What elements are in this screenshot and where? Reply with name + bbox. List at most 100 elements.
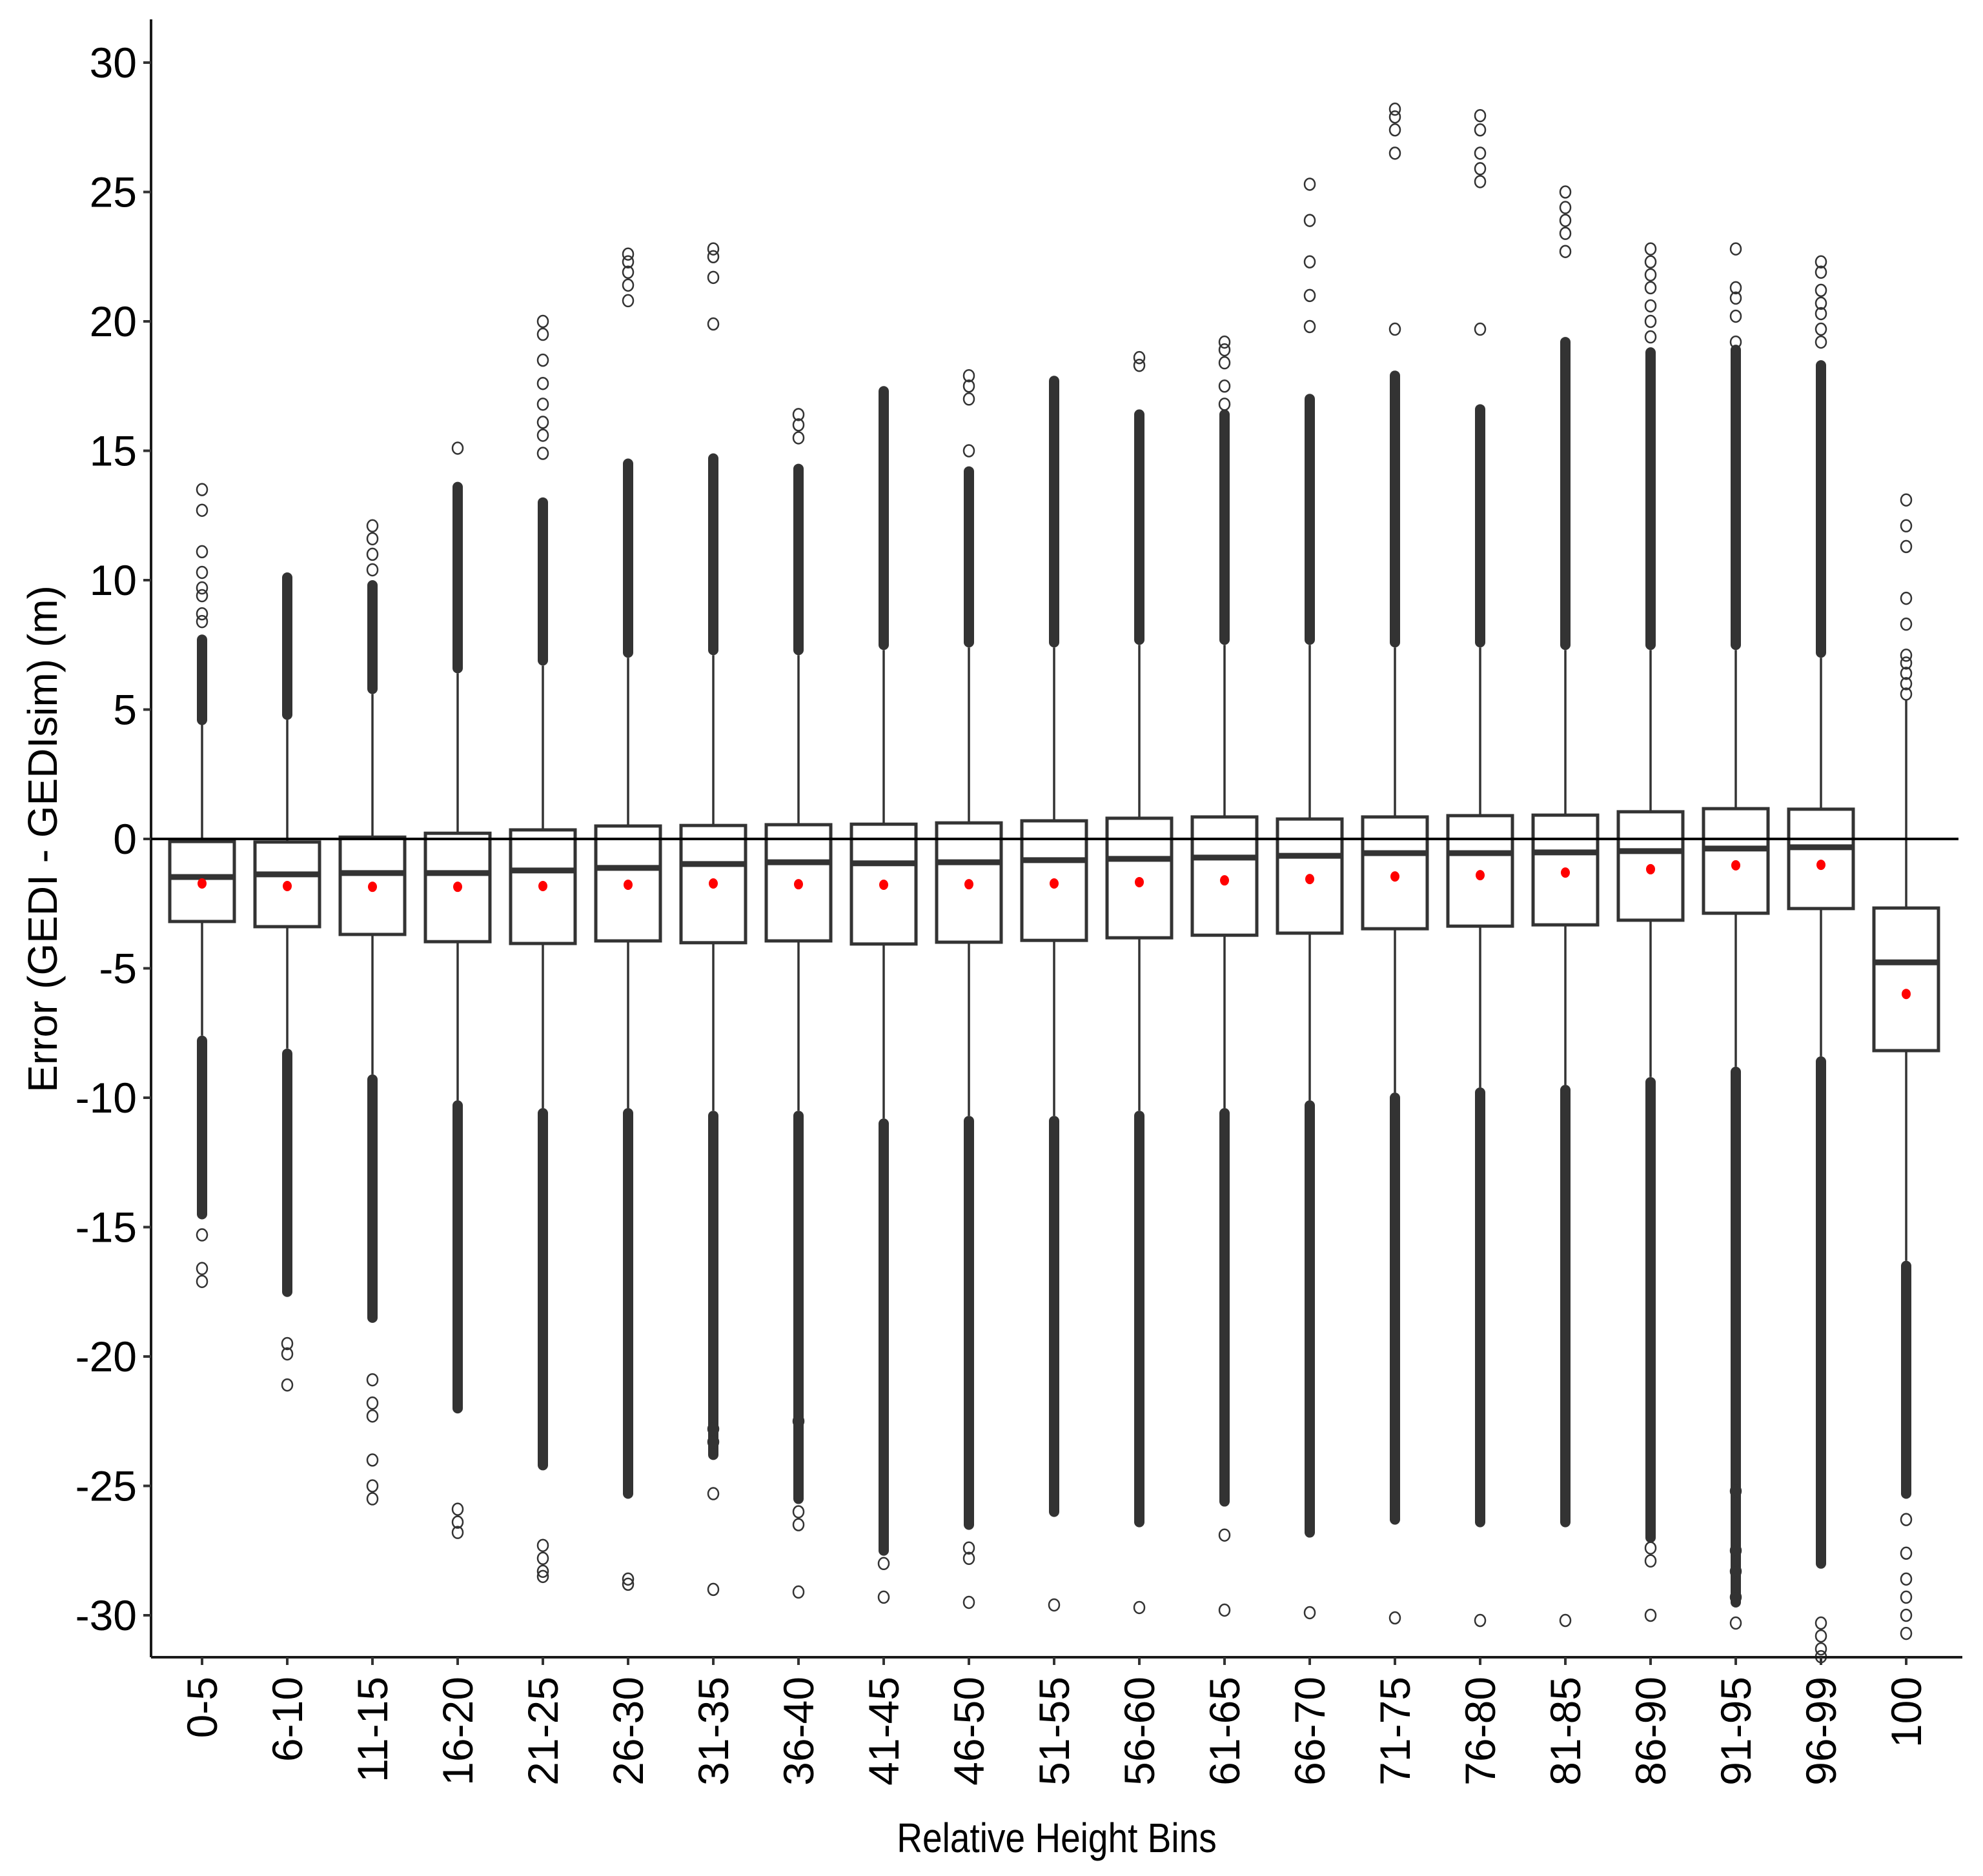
outlier-point (451, 1526, 464, 1539)
outlier-point (196, 581, 208, 595)
box-6-10 (253, 572, 321, 1392)
x-tick-label: 76-80 (1456, 1677, 1504, 1786)
mean-marker (709, 878, 718, 889)
outlier-point (1644, 268, 1657, 282)
outlier-point (281, 1378, 294, 1392)
outlier-point (1900, 519, 1913, 533)
outlier-point (1729, 1544, 1742, 1557)
outlier-point (536, 327, 549, 341)
box-36-40 (764, 408, 833, 1599)
x-tick-label: 41-45 (860, 1677, 908, 1786)
iqr-box (1361, 815, 1429, 931)
y-tick-label: 10 (90, 556, 137, 604)
y-tick-label: -10 (76, 1074, 137, 1122)
outlier-point (1729, 281, 1742, 295)
x-tick-label: 51-55 (1030, 1677, 1078, 1786)
outlier-point (536, 1569, 549, 1584)
outlier-point (962, 1595, 975, 1609)
outlier-point (196, 565, 208, 580)
outlier-point (1303, 214, 1316, 227)
outlier-point (1474, 123, 1487, 137)
box-21-25 (509, 314, 577, 1584)
x-tick-label: 16-20 (434, 1677, 482, 1786)
outlier-point (1900, 1513, 1913, 1526)
mean-marker (794, 879, 803, 890)
iqr-box (1872, 906, 1940, 1053)
outlier-point (622, 1577, 635, 1591)
y-tick-label: -5 (99, 945, 137, 993)
outlier-point (1815, 1629, 1827, 1643)
outlier-point (1729, 309, 1742, 323)
x-tick-label: 36-40 (775, 1677, 822, 1786)
y-tick-label: -25 (76, 1462, 137, 1510)
outlier-point (962, 1551, 975, 1566)
outlier-point (1729, 291, 1742, 305)
outlier-point (366, 1492, 379, 1506)
outlier-point (1133, 350, 1146, 365)
box-96-99 (1787, 255, 1855, 1664)
y-tick-label: -15 (76, 1204, 137, 1251)
outlier-point (1900, 649, 1913, 662)
outlier-point (707, 1487, 720, 1500)
x-tick-label: 11-15 (349, 1677, 396, 1782)
outlier-point (1644, 255, 1657, 269)
outlier-point (1559, 245, 1572, 258)
mean-marker (1050, 878, 1059, 889)
outlier-point (536, 1551, 549, 1566)
x-tick-label: 26-30 (604, 1677, 652, 1786)
outlier-point (1559, 201, 1572, 214)
outlier-point (366, 547, 379, 561)
outlier-point (536, 429, 549, 442)
mean-marker (1561, 867, 1570, 878)
outlier-point (707, 242, 720, 256)
box-11-15 (338, 519, 407, 1506)
outlier-point (1474, 175, 1487, 188)
y-tick-label: -30 (76, 1591, 137, 1639)
box-51-55 (1020, 376, 1088, 1612)
mean-marker (1220, 875, 1229, 886)
x-tick-label: 81-85 (1541, 1677, 1589, 1786)
outlier-point (1900, 677, 1913, 691)
outlier-point (536, 398, 549, 411)
outlier-point (1815, 296, 1827, 310)
outlier-point (1474, 108, 1487, 123)
x-tick-label: 46-50 (945, 1677, 993, 1786)
outlier-point (1900, 540, 1913, 554)
outlier-point (622, 255, 635, 269)
y-tick-label: -20 (76, 1333, 137, 1380)
outlier-point (792, 431, 805, 445)
outlier-point (1474, 322, 1487, 336)
outlier-point (877, 1590, 890, 1604)
outlier-point (962, 1541, 975, 1555)
outlier-point (196, 614, 208, 629)
outlier-point (1729, 1616, 1742, 1630)
outlier-point (281, 1347, 294, 1361)
outlier-point (536, 447, 549, 460)
box-76-80 (1446, 108, 1514, 1628)
box-86-90 (1616, 242, 1685, 1622)
outlier-point (792, 408, 805, 421)
mean-marker (1731, 860, 1740, 871)
x-tick-label: 66-70 (1286, 1677, 1334, 1786)
outlier-point (1900, 1608, 1913, 1622)
outlier-point (196, 589, 208, 603)
outlier-point (622, 278, 635, 292)
box-series (151, 102, 1958, 1664)
box-16-20 (423, 441, 492, 1539)
x-tick-label: 6-10 (263, 1677, 311, 1762)
outlier-point (792, 418, 805, 432)
outlier-point (1218, 356, 1231, 370)
outlier-point (622, 294, 635, 308)
outlier-point (1303, 177, 1316, 191)
mean-marker (453, 882, 462, 893)
box-0-5 (168, 483, 236, 1288)
outlier-point (1729, 1484, 1742, 1498)
outlier-point (1474, 1613, 1487, 1628)
outlier-point (792, 1415, 805, 1428)
outlier-point (1218, 335, 1231, 349)
outlier-point (1729, 242, 1742, 256)
mean-marker (283, 880, 292, 891)
outlier-point (707, 250, 720, 263)
mean-marker (964, 879, 973, 890)
